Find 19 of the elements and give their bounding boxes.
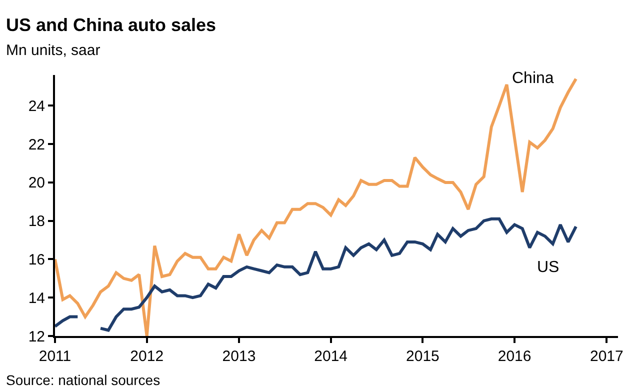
x-tick-label: 2014 xyxy=(314,348,348,365)
source-note: Source: national sources xyxy=(6,372,160,386)
chart-subtitle: Mn units, saar xyxy=(6,42,100,59)
y-tick-label: 22 xyxy=(28,136,45,154)
y-tick-label: 24 xyxy=(28,98,45,115)
x-tick-label: 2015 xyxy=(406,348,440,365)
x-tick-label: 2016 xyxy=(498,348,532,365)
x-tick-label: 2012 xyxy=(130,348,164,365)
y-tick-label: 16 xyxy=(28,251,45,268)
x-tick-label: 2011 xyxy=(38,348,72,365)
series-label: China xyxy=(512,70,554,87)
x-tick-label: 2017 xyxy=(590,348,624,365)
y-tick-label: 20 xyxy=(28,174,45,192)
chart-title: US and China auto sales xyxy=(6,15,216,35)
series-label: US xyxy=(537,259,560,276)
x-tick-label: 2013 xyxy=(222,348,256,365)
y-tick-label: 14 xyxy=(28,290,45,307)
y-tick-label: 18 xyxy=(28,213,45,230)
y-tick-label: 12 xyxy=(28,328,45,346)
